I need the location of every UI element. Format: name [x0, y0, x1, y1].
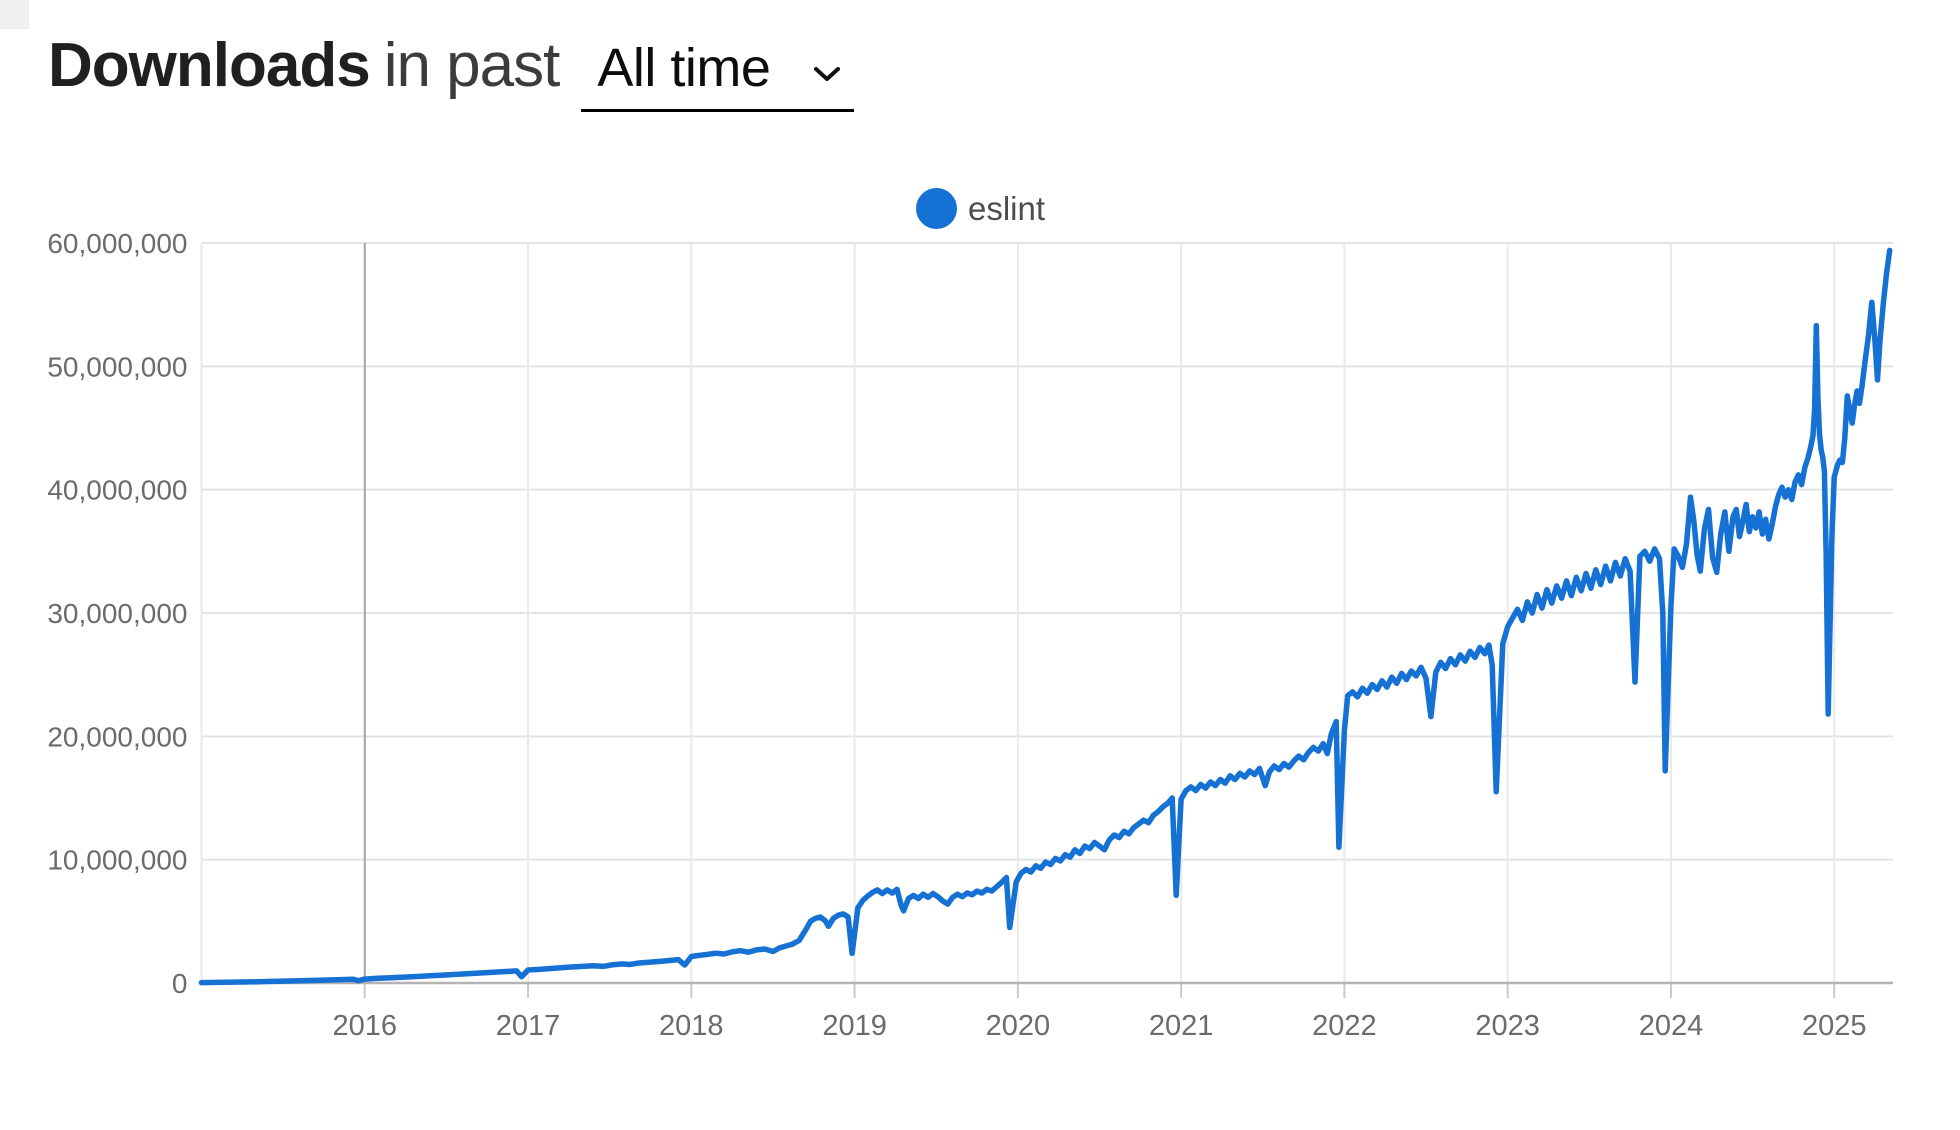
time-range-value: All time: [597, 38, 771, 98]
x-axis-tick-label: 2021: [1149, 1010, 1214, 1042]
y-axis-tick-label: 10,000,000: [47, 845, 187, 876]
page-header: Downloads in past All time: [48, 30, 855, 112]
x-axis-tick-label: 2020: [986, 1010, 1051, 1042]
corner-artifact: [0, 0, 29, 29]
x-axis-tick-label: 2022: [1312, 1010, 1377, 1042]
y-axis-tick-label: 60,000,000: [47, 228, 187, 259]
y-axis-tick-label: 20,000,000: [47, 721, 187, 752]
x-axis-tick-label: 2019: [822, 1010, 887, 1042]
time-range-select[interactable]: All time: [581, 37, 855, 112]
page-title: Downloads: [48, 31, 371, 100]
x-axis-tick-label: 2018: [659, 1010, 724, 1042]
x-axis-tick-label: 2017: [496, 1010, 561, 1042]
y-axis-tick-label: 0: [172, 968, 188, 999]
legend-series-dot: [916, 188, 957, 229]
chart-legend[interactable]: eslint: [916, 188, 1045, 229]
y-axis-tick-label: 30,000,000: [47, 598, 187, 629]
legend-series-label: eslint: [968, 189, 1046, 227]
series-line-eslint[interactable]: [198, 247, 1893, 986]
y-axis-tick-label: 40,000,000: [47, 475, 187, 506]
page-title-suffix: in past: [383, 31, 561, 100]
x-axis-tick-label: 2016: [333, 1010, 398, 1042]
y-axis-tick-label: 50,000,000: [47, 351, 187, 382]
x-axis-tick-label: 2025: [1802, 1010, 1867, 1042]
x-axis-tick-label: 2023: [1475, 1010, 1540, 1042]
chevron-down-icon: [814, 67, 841, 81]
x-axis-tick-label: 2024: [1639, 1010, 1704, 1042]
